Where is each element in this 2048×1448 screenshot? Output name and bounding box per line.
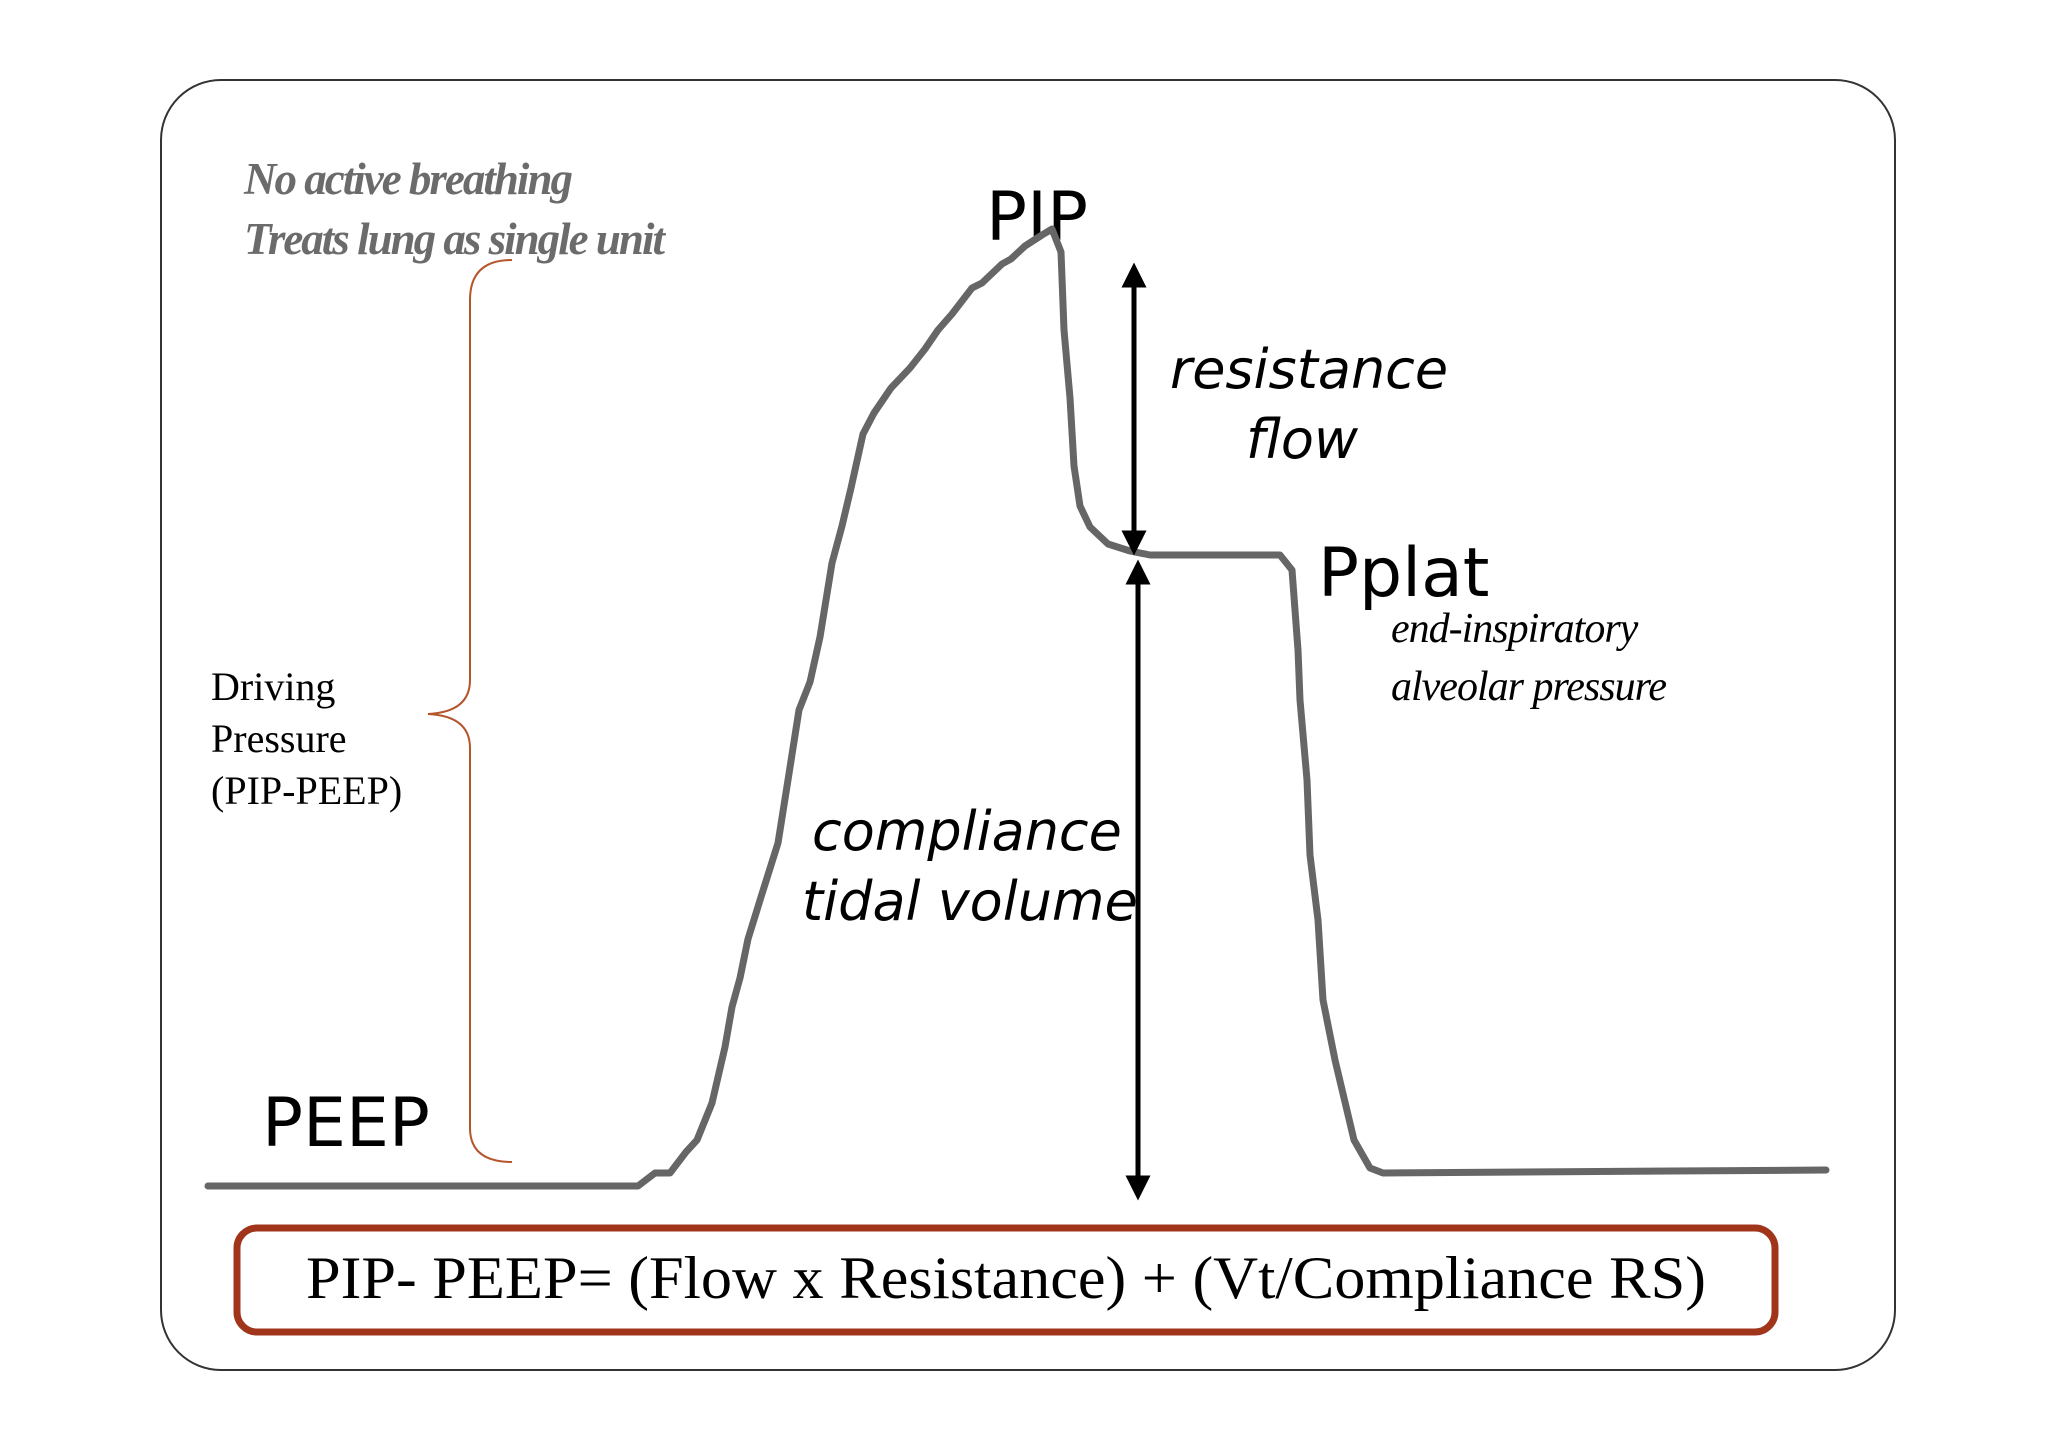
- formula-box: [233, 1224, 1779, 1336]
- pplat-note-line-2: alveolar pressure: [1391, 664, 1666, 710]
- pplat-label: Pplat: [1318, 534, 1489, 613]
- pressure-curve: [204, 225, 1830, 1190]
- formula-text: PIP- PEEP= (Flow x Resistance) + (Vt/Com…: [306, 1245, 1706, 1311]
- note-line-1: No active breathing: [243, 154, 572, 204]
- compliance-label: compliance: [812, 800, 1122, 863]
- pip-label: PIP: [986, 178, 1088, 257]
- pplat-note-line-1: end-inspiratory: [1391, 606, 1639, 652]
- driving-pressure-brace: [427, 259, 513, 1163]
- peep-label: PEEP: [262, 1084, 430, 1163]
- note-line-2: Treats lung as single unit: [244, 214, 666, 264]
- driving-pressure-line-3: (PIP-PEEP): [211, 768, 402, 813]
- driving-pressure-line-2: Pressure: [211, 716, 347, 761]
- driving-pressure-line-1: Driving: [211, 664, 335, 709]
- flow-label: flow: [1246, 408, 1359, 471]
- resistance-label: resistance: [1170, 338, 1448, 401]
- tidal-volume-label: tidal volume: [802, 870, 1138, 933]
- slide-frame: [160, 79, 1896, 1371]
